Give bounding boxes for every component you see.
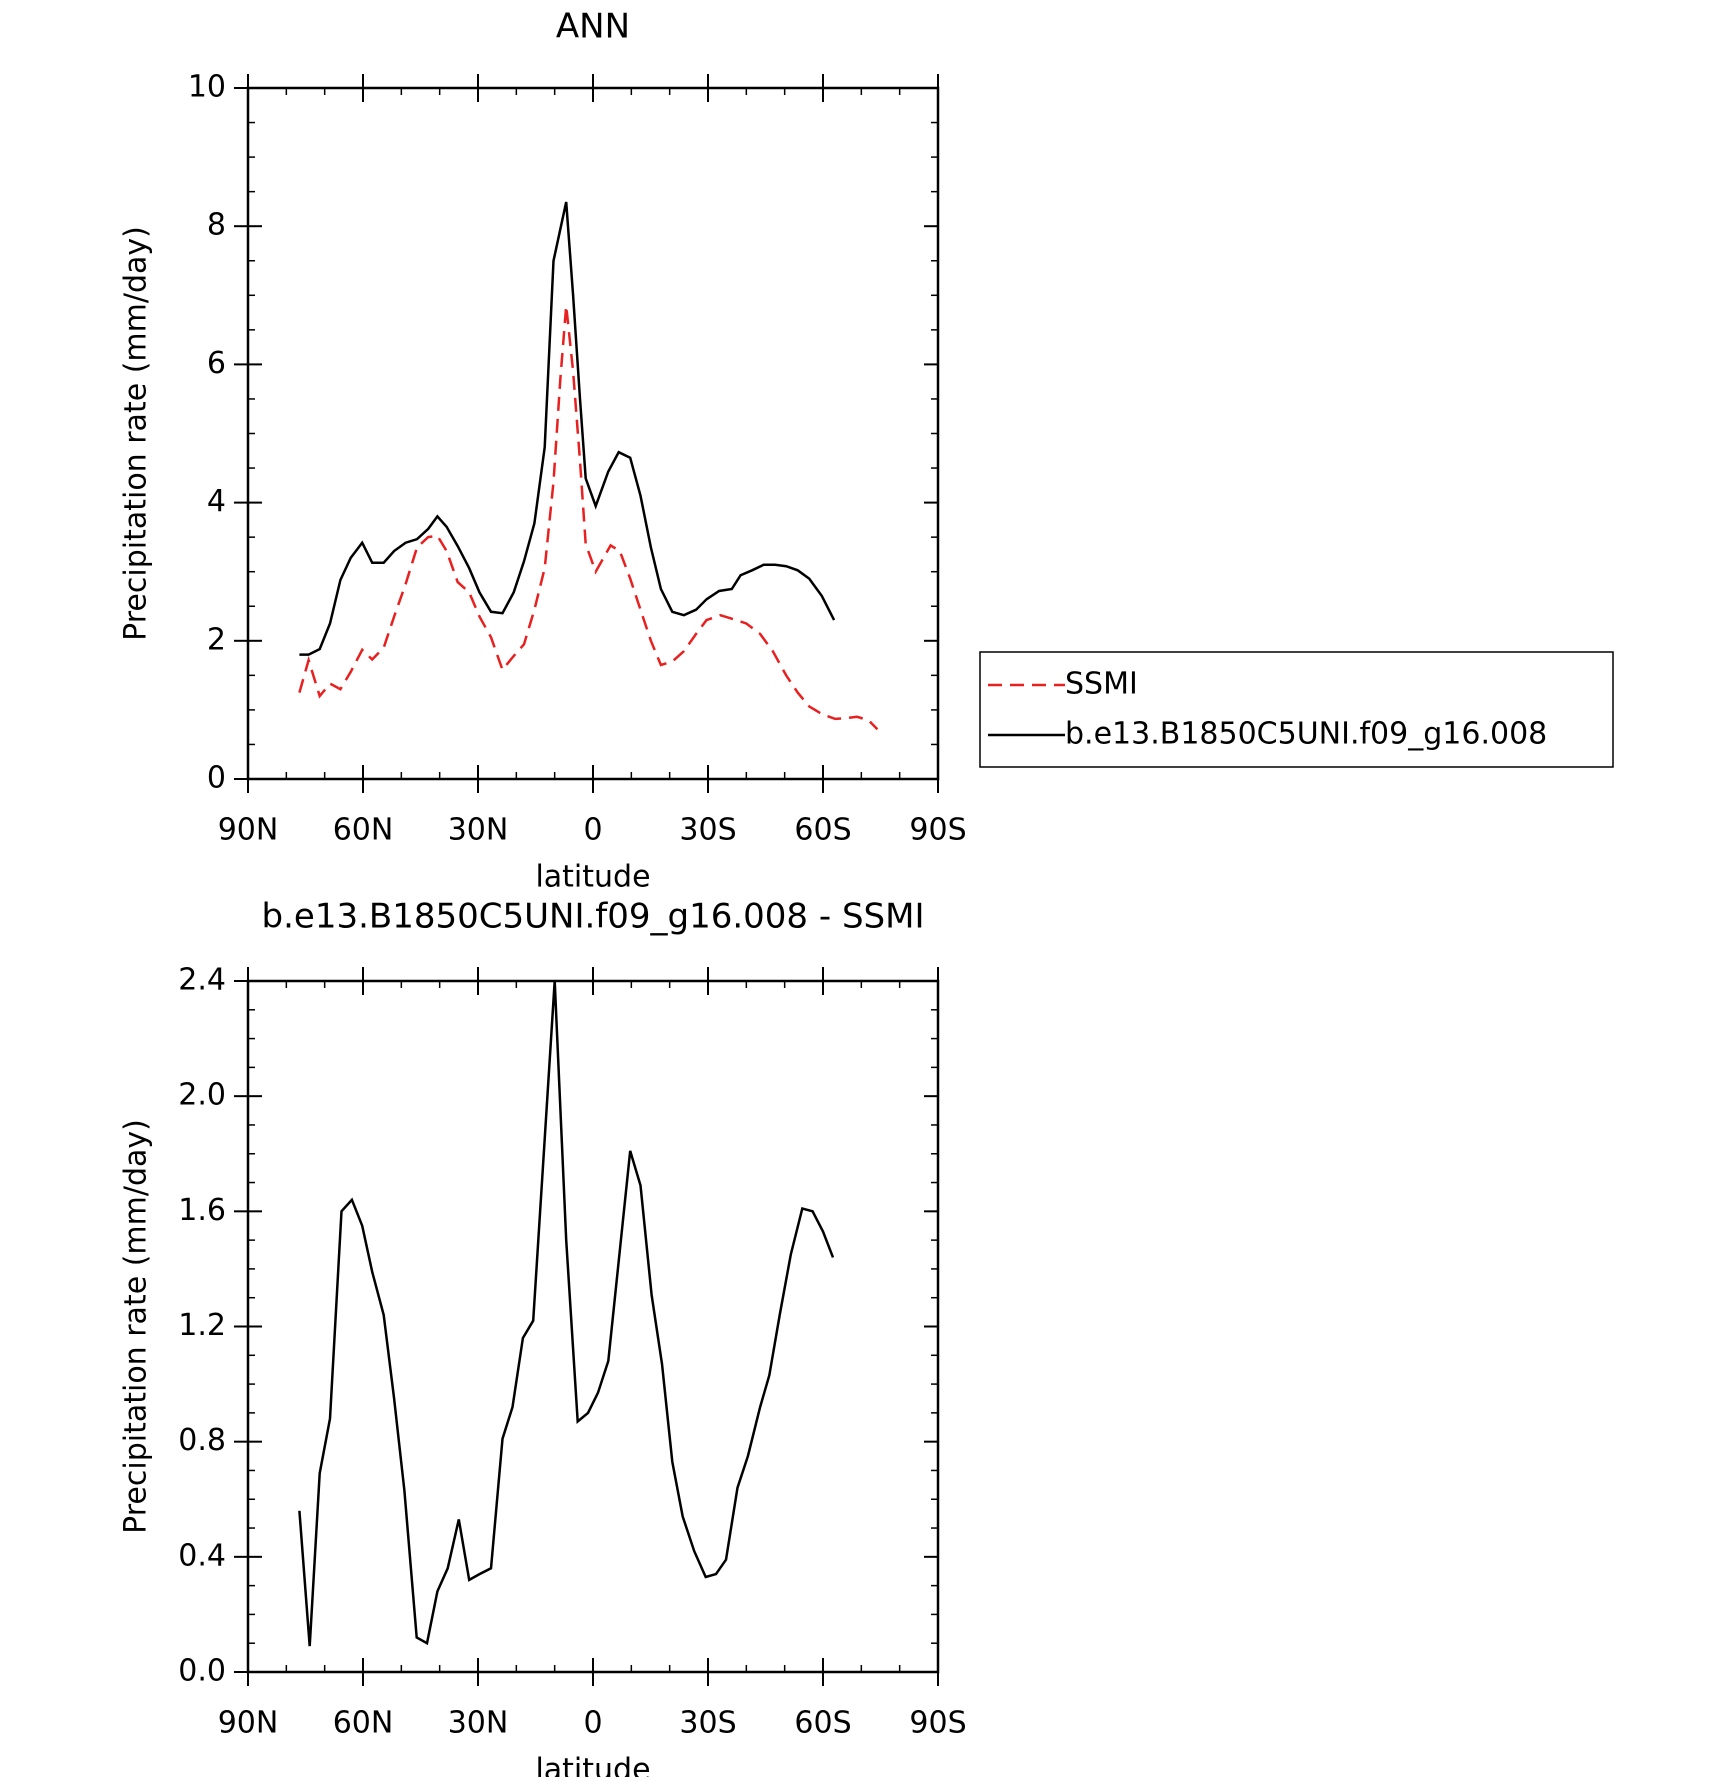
x-tick-label: 60N — [333, 1706, 394, 1741]
legend-box — [979, 651, 1614, 768]
plot-frame — [246, 979, 940, 1674]
x-tick-label: 0 — [583, 1706, 602, 1741]
series-line — [299, 201, 836, 656]
x-tick-label: 60S — [794, 813, 851, 848]
x-tick-label: 60N — [333, 813, 394, 848]
plot-frame — [246, 86, 940, 781]
chart-title: b.e13.B1850C5UNI.f09_g16.008 - SSMI — [262, 897, 925, 937]
y-tick-label: 0.4 — [178, 1538, 226, 1573]
y-tick-label: 1.2 — [178, 1308, 226, 1343]
x-axis-label: latitude — [535, 1753, 650, 1778]
series-line — [298, 305, 879, 731]
y-tick-label: 0.0 — [178, 1654, 226, 1689]
y-tick-label: 10 — [188, 70, 226, 105]
y-axis-label: Precipitation rate (mm/day) — [119, 226, 154, 641]
chart-title: ANN — [556, 7, 630, 47]
y-tick-label: 2.0 — [178, 1078, 226, 1113]
x-tick-label: 30S — [679, 813, 736, 848]
x-tick-label: 90N — [218, 1706, 279, 1741]
x-axis-label: latitude — [535, 860, 650, 895]
x-tick-label: 0 — [583, 813, 602, 848]
legend-label: b.e13.B1850C5UNI.f09_g16.008 — [1065, 717, 1547, 752]
legend-label: SSMI — [1065, 667, 1138, 702]
y-tick-label: 0 — [207, 761, 226, 796]
x-tick-label: 90S — [909, 1706, 966, 1741]
y-tick-label: 4 — [207, 484, 226, 519]
series-line — [298, 980, 835, 1647]
y-tick-label: 8 — [207, 208, 226, 243]
x-tick-label: 90S — [909, 813, 966, 848]
y-tick-label: 6 — [207, 346, 226, 381]
y-tick-label: 0.8 — [178, 1423, 226, 1458]
y-tick-label: 1.6 — [178, 1193, 226, 1228]
x-tick-label: 30S — [679, 1706, 736, 1741]
y-tick-label: 2.4 — [178, 963, 226, 998]
x-tick-label: 60S — [794, 1706, 851, 1741]
y-axis-label: Precipitation rate (mm/day) — [119, 1119, 154, 1534]
x-tick-label: 30N — [448, 1706, 509, 1741]
x-tick-label: 30N — [448, 813, 509, 848]
y-tick-label: 2 — [207, 622, 226, 657]
x-tick-label: 90N — [218, 813, 279, 848]
